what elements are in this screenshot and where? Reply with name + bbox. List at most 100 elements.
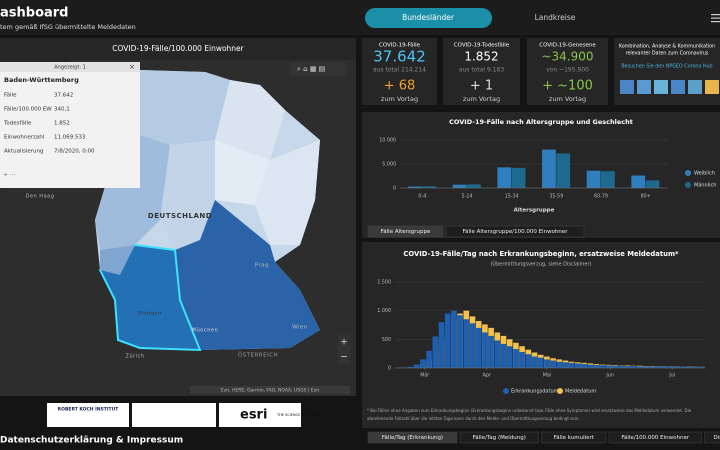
map-label: Prag <box>255 263 269 269</box>
x-tick-label: 80+ <box>641 194 651 200</box>
logo-text: ROBERT KOCH INSTITUT <box>58 407 120 413</box>
map-title-bar <box>0 38 356 58</box>
tab[interactable]: Bundesländer <box>402 13 455 22</box>
x-tick-label: 5-14 <box>462 194 473 200</box>
popup-value: 37.642 <box>54 93 73 99</box>
legend-swatch <box>685 182 691 188</box>
tab-label[interactable]: Fälle Altersgruppe/100.000 Einwohner <box>462 229 568 235</box>
legend-swatch <box>685 170 691 176</box>
y-tick-label: 0 <box>388 366 391 372</box>
bar <box>680 366 687 368</box>
header-title: ashboard <box>0 6 69 21</box>
kpi-value: ~34.900 <box>541 50 593 64</box>
map-label: Wien <box>292 325 308 331</box>
popup-header <box>0 62 140 72</box>
tab[interactable] <box>459 431 539 444</box>
header-subtitle: tem gemäß IfSG übermittelte Meldedaten <box>0 23 136 31</box>
kpi-box <box>443 38 520 105</box>
kpi-note: zum Vortag <box>463 95 500 103</box>
kpi-note: zum Vortag <box>381 95 418 103</box>
bar <box>601 171 615 188</box>
tab[interactable] <box>445 225 585 238</box>
bar <box>511 167 526 188</box>
kpi-delta: + ~100 <box>542 79 593 94</box>
logo-rki <box>47 403 129 427</box>
kpi-delta: + 1 <box>470 79 493 94</box>
tab[interactable] <box>367 431 458 444</box>
bar <box>649 366 656 368</box>
bar <box>568 362 575 368</box>
svg-text:−: − <box>340 353 348 363</box>
kpi-value: 37.642 <box>373 48 426 66</box>
y-tick-label: 0 <box>393 186 396 192</box>
tab-label[interactable]: Disclaimer <box>713 435 720 441</box>
logo-esri <box>219 403 301 427</box>
popup <box>0 62 140 188</box>
bar <box>645 180 660 188</box>
hub-text: Kombination, Analyse & Kommunikation <box>619 44 715 50</box>
x-tick-label: Mär <box>420 373 429 379</box>
tab-label[interactable]: Fälle Altersgruppe <box>381 229 431 235</box>
bar <box>513 349 519 368</box>
bar <box>643 366 649 368</box>
x-tick-label: Jul <box>668 373 675 379</box>
tab[interactable] <box>704 431 720 444</box>
kpi-delta: + 68 <box>384 79 416 94</box>
bar <box>407 366 414 368</box>
bar <box>562 362 569 368</box>
bar <box>537 357 544 368</box>
menu-icon[interactable] <box>711 14 720 23</box>
bar <box>531 356 538 368</box>
legend-label: Männlich <box>694 183 716 189</box>
tab-label[interactable]: Fälle/Tag (Meldung) <box>473 435 526 441</box>
y-tick-label: 10.000 <box>379 138 396 144</box>
popup-label: Fälle/100.000 EW <box>4 107 52 113</box>
bar <box>422 186 437 188</box>
map-tools[interactable]: ⌕ ⌂ ▦ ▤ <box>290 62 346 76</box>
map-label: München <box>192 328 218 334</box>
tab-label[interactable]: Fälle/100.000 Einwohner <box>621 435 690 441</box>
kpi-total: von ~195.900 <box>546 67 589 74</box>
bar <box>637 366 643 368</box>
popup-tools[interactable]: ⌖ ⋯ <box>4 172 15 179</box>
zoom[interactable]: +− <box>338 335 350 363</box>
tab[interactable]: Landkreise <box>535 13 576 22</box>
bar <box>444 313 451 368</box>
bar <box>556 361 563 368</box>
popup-name: Baden-Württemberg <box>4 76 79 84</box>
tab[interactable] <box>367 225 444 238</box>
tab-active[interactable] <box>365 8 492 28</box>
bar <box>452 184 467 188</box>
hub-link[interactable]: Besuchen Sie den NPGEO Corona Hub <box>621 64 712 70</box>
y-tick-label: 500 <box>382 337 391 343</box>
bar <box>606 365 612 368</box>
bar <box>420 359 426 368</box>
kpi-total: aus total 9.183 <box>459 67 504 74</box>
footer-link[interactable]: Datenschutzerklärung & Impressum <box>0 436 183 446</box>
hub-icons <box>620 80 719 94</box>
kpi-value: 1.852 <box>464 50 498 64</box>
map[interactable] <box>0 60 356 396</box>
tab[interactable] <box>608 431 702 444</box>
legend-swatch <box>557 388 563 394</box>
map-label: DEUTSCHLAND <box>148 212 212 220</box>
tab-label[interactable]: Fälle/Tag (Erkrankung) <box>382 435 443 441</box>
bar <box>519 351 525 368</box>
legend-label: Meldedatum <box>565 389 596 395</box>
bar <box>599 365 606 368</box>
tab[interactable] <box>541 431 607 444</box>
tab-label[interactable]: Fälle kumuliert <box>554 435 595 441</box>
bar <box>500 343 507 368</box>
bar <box>457 315 463 368</box>
bar <box>661 366 668 368</box>
kpi-box <box>527 38 608 105</box>
bar <box>612 365 618 368</box>
hub-text: relevanter Daten zum Coronavirus <box>626 51 709 57</box>
footnote: abnehmende Fallzahl über die letzten Tag… <box>367 416 580 421</box>
y-tick-label: 5.000 <box>382 162 396 168</box>
x-tick-label: Jun <box>605 373 614 379</box>
kpi-title: COVID-19-Todesfälle <box>454 43 510 49</box>
popup-close[interactable]: × <box>129 63 135 71</box>
